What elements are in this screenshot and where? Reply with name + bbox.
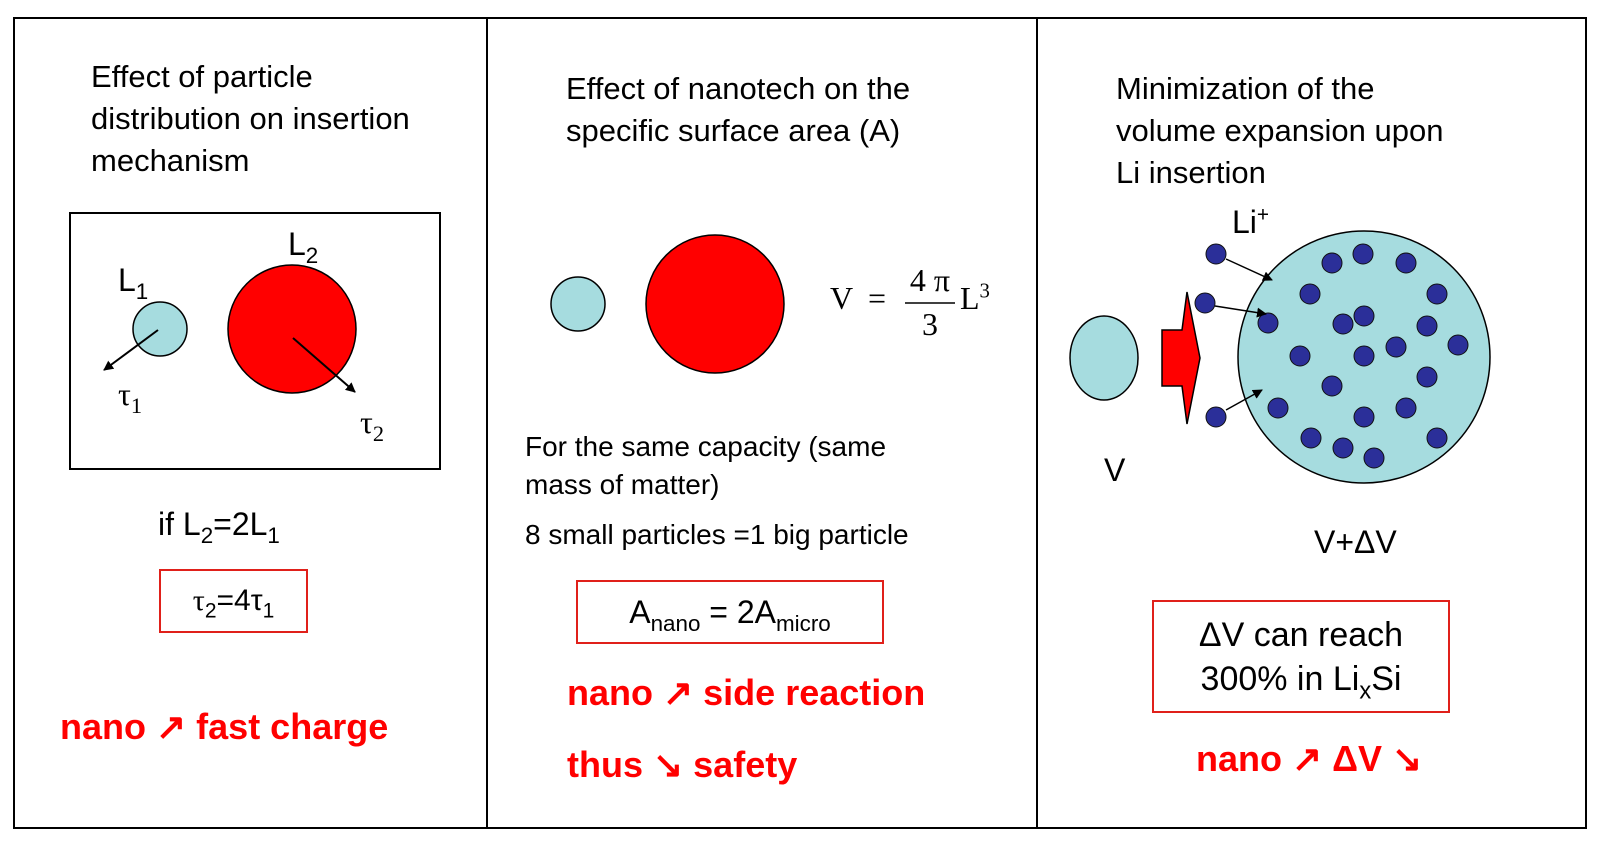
- particles-text: 8 small particles =1 big particle: [525, 519, 909, 550]
- label-tau2: τ2: [360, 404, 385, 446]
- panel3-conclusion: nano ↗ ΔV ↘: [1196, 738, 1423, 779]
- figure-frame: [13, 17, 1587, 829]
- capacity-text: For the same capacity (same mass of matt…: [525, 428, 886, 504]
- panel1-title-line: Effect of particle: [91, 59, 313, 94]
- li-arrow-2: [1214, 305, 1267, 318]
- small-particle: [132, 301, 188, 357]
- panel3-title-line: Minimization of the: [1116, 71, 1375, 106]
- expansion-arrow: [1161, 291, 1201, 425]
- volume-box-line: ΔV can reach: [1198, 615, 1404, 654]
- panel2-conclusion-line1: nano ↗ side reaction: [567, 672, 926, 713]
- formula-lhs: V: [830, 280, 854, 316]
- big-particle: [227, 264, 357, 394]
- small-particle-2: [550, 276, 606, 332]
- label-V: V: [1104, 452, 1126, 488]
- tau1-arrow: [103, 329, 159, 371]
- panel1-title-line: mechanism: [91, 143, 250, 178]
- capacity-line: For the same capacity (same: [525, 431, 887, 462]
- panel-divider-1: [486, 17, 488, 829]
- label-V-plus-dV: V+ΔV: [1314, 524, 1397, 560]
- formula-eq: =: [868, 280, 887, 316]
- panel2-title: Effect of nanotech on the specific surfa…: [566, 68, 910, 152]
- label-L2: L2: [288, 226, 319, 268]
- panel2-conclusion-line2: thus ↘ safety: [567, 744, 798, 785]
- big-particle-2: [645, 234, 785, 374]
- capacity-line: mass of matter): [525, 469, 720, 500]
- li-ion-label: Li+: [1232, 203, 1270, 240]
- tau-result-box: τ2=4τ1: [159, 569, 308, 633]
- formula-numerator: 4 π: [909, 262, 951, 298]
- panel3-title: Minimization of the volume expansion upo…: [1116, 68, 1443, 194]
- condition-text: if L2=2L1: [158, 506, 280, 548]
- initial-volume-particle: [1069, 315, 1139, 401]
- volume-result-box: ΔV can reach 300% in LixSi: [1152, 600, 1450, 713]
- panel3-title-line: Li insertion: [1116, 155, 1266, 190]
- label-tau1: τ1: [118, 376, 143, 418]
- formula-L-cubed: L3: [960, 279, 990, 316]
- label-L1: L1: [118, 262, 149, 304]
- panel1-conclusion: nano ↗ fast charge: [60, 706, 389, 747]
- panel2-title-line: specific surface area (A): [566, 113, 901, 148]
- volume-box-line: 300% in LixSi: [1200, 659, 1402, 704]
- panel-divider-2: [1036, 17, 1038, 829]
- li-arrow-3: [1225, 389, 1263, 411]
- area-result-box: Anano = 2Amicro: [576, 580, 884, 644]
- panel2-title-line: Effect of nanotech on the: [566, 71, 911, 106]
- particle-box: [69, 212, 441, 470]
- li-arrow-1: [1225, 258, 1273, 281]
- panel3-title-line: volume expansion upon: [1116, 113, 1444, 148]
- formula-denominator: 3: [922, 306, 938, 342]
- tau2-arrow: [292, 337, 356, 393]
- li-dots: [1194, 243, 1469, 469]
- panel1-title-line: distribution on insertion: [91, 101, 410, 136]
- panel1-title: Effect of particle distribution on inser…: [91, 56, 410, 182]
